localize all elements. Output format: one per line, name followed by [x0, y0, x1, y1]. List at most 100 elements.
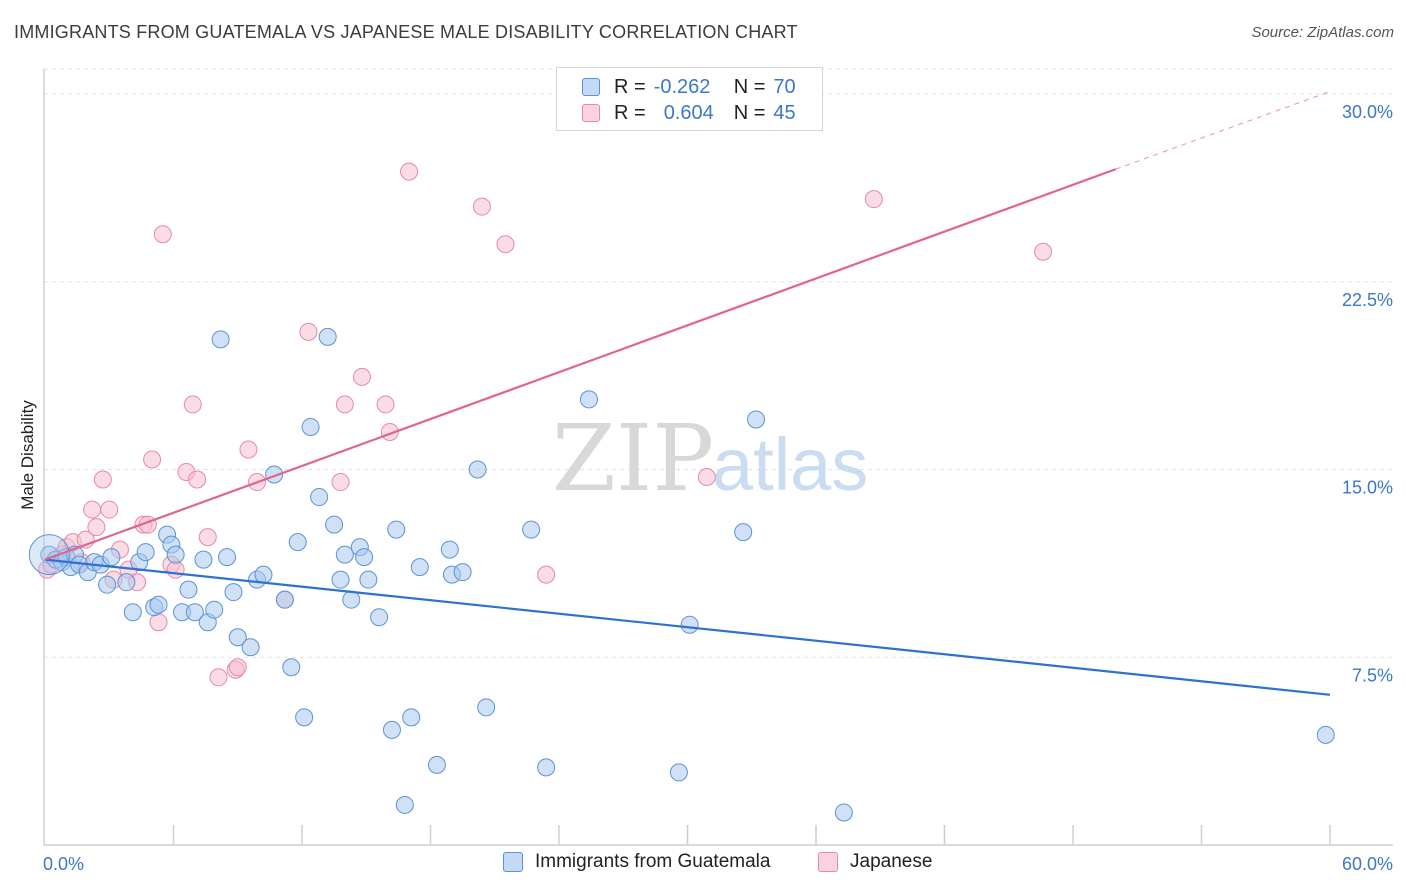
guatemala-point: [117, 573, 136, 592]
x-tick-label: 0.0%: [43, 854, 84, 874]
guatemala-point: [402, 708, 421, 727]
japanese-point: [376, 395, 395, 414]
guatemala-point: [522, 520, 541, 539]
guatemala-point: [166, 545, 185, 564]
correlation-legend: R = -0.262 N = 70 R = 0.604 N = 45: [556, 67, 823, 131]
legend-n-label: N =: [733, 75, 766, 98]
guatemala-point: [325, 515, 344, 534]
y-tick-label: 22.5%: [1342, 290, 1393, 310]
guatemala-point: [734, 523, 753, 542]
guatemala-point: [440, 540, 459, 559]
guatemala-point: [387, 520, 406, 539]
guatemala-point: [241, 638, 260, 657]
legend-r-label: R =: [614, 75, 646, 98]
legend-label-guatemala: Immigrants from Guatemala: [535, 851, 771, 872]
chart-title: IMMIGRANTS FROM GUATEMALA VS JAPANESE MA…: [14, 22, 798, 42]
y-tick-label: 7.5%: [1352, 665, 1393, 685]
guatemala-point: [282, 658, 301, 677]
legend-item-japanese[interactable]: Japanese: [818, 851, 932, 873]
japanese-point: [198, 528, 217, 547]
guatemala-cluster-point: [28, 534, 70, 576]
legend-swatch-pink: [582, 104, 600, 122]
series-legend: Immigrants from Guatemala Japanese: [0, 851, 1406, 879]
guatemala-point: [318, 327, 337, 346]
y-tick-label: 15.0%: [1342, 478, 1393, 498]
legend-r-value: -0.262: [653, 75, 711, 98]
guatemala-point: [382, 720, 401, 739]
guatemala-point: [179, 580, 198, 599]
legend-r-label: R =: [614, 101, 646, 124]
japanese-point: [537, 565, 556, 584]
guatemala-point: [218, 548, 237, 567]
guatemala-point: [355, 548, 374, 567]
legend-swatch-blue: [582, 78, 600, 96]
japanese-point: [87, 518, 106, 537]
japanese-point: [496, 235, 515, 254]
guatemala-point: [453, 563, 472, 582]
japanese-point: [153, 225, 172, 244]
japanese-point: [697, 468, 716, 487]
guatemala-point: [680, 615, 699, 634]
grid-lines: [44, 68, 1393, 658]
japanese-point: [228, 658, 247, 677]
guatemala-point: [410, 558, 429, 577]
watermark-atlas: atlas: [712, 423, 868, 506]
japanese-point: [100, 500, 119, 519]
japanese-point: [239, 440, 258, 459]
guatemala-trend-line: [44, 558, 1331, 696]
guatemala-point: [228, 628, 247, 647]
guatemala-point: [468, 460, 487, 479]
japanese-point: [166, 560, 185, 579]
x-tick-label: 60.0%: [1342, 854, 1393, 874]
axes: [43, 69, 1393, 846]
guatemala-point: [427, 755, 446, 774]
japanese-point: [335, 395, 354, 414]
guatemala-points: [28, 327, 1335, 822]
guatemala-point: [205, 600, 224, 619]
legend-row-guatemala: R = -0.262 N = 70: [557, 75, 796, 99]
guatemala-point: [477, 698, 496, 717]
guatemala-point: [747, 410, 766, 429]
guatemala-point: [123, 603, 142, 622]
legend-swatch-blue: [503, 852, 523, 872]
legend-n-label: N =: [733, 101, 766, 124]
japanese-point: [183, 395, 202, 414]
legend-item-guatemala[interactable]: Immigrants from Guatemala: [503, 851, 770, 873]
japanese-point: [209, 668, 228, 687]
guatemala-point: [310, 488, 329, 507]
japanese-point: [299, 322, 318, 341]
guatemala-point: [295, 708, 314, 727]
legend-n-value: 45: [773, 101, 796, 124]
guatemala-point: [301, 417, 320, 436]
guatemala-point: [149, 595, 168, 614]
guatemala-point: [370, 608, 389, 627]
guatemala-point: [136, 543, 155, 562]
legend-row-japanese: R = 0.604 N = 45: [557, 101, 796, 125]
guatemala-point: [98, 575, 117, 594]
guatemala-point: [288, 533, 307, 552]
guatemala-point: [579, 390, 598, 409]
guatemala-point: [331, 570, 350, 589]
guatemala-point: [537, 758, 556, 777]
tick-labels: 7.5% 15.0% 22.5% 30.0% 0.0% 60.0%: [43, 102, 1393, 874]
watermark: ZIP atlas: [552, 405, 868, 512]
japanese-trend-line: [44, 168, 1117, 561]
guatemala-point: [194, 550, 213, 569]
legend-label-japanese: Japanese: [850, 851, 933, 872]
source-note: Source: ZipAtlas.com: [1251, 24, 1394, 41]
guatemala-point: [342, 590, 361, 609]
legend-n-value: 70: [773, 75, 796, 98]
japanese-point: [83, 500, 102, 519]
japanese-point: [143, 450, 162, 469]
japanese-point: [149, 613, 168, 632]
guatemala-point: [211, 330, 230, 349]
guatemala-point: [224, 583, 243, 602]
guatemala-point: [275, 590, 294, 609]
japanese-point: [1034, 242, 1053, 261]
japanese-point: [352, 367, 371, 386]
japanese-point: [331, 473, 350, 492]
japanese-point: [472, 197, 491, 216]
guatemala-point: [185, 603, 204, 622]
japanese-trend-extension: [1115, 91, 1331, 170]
